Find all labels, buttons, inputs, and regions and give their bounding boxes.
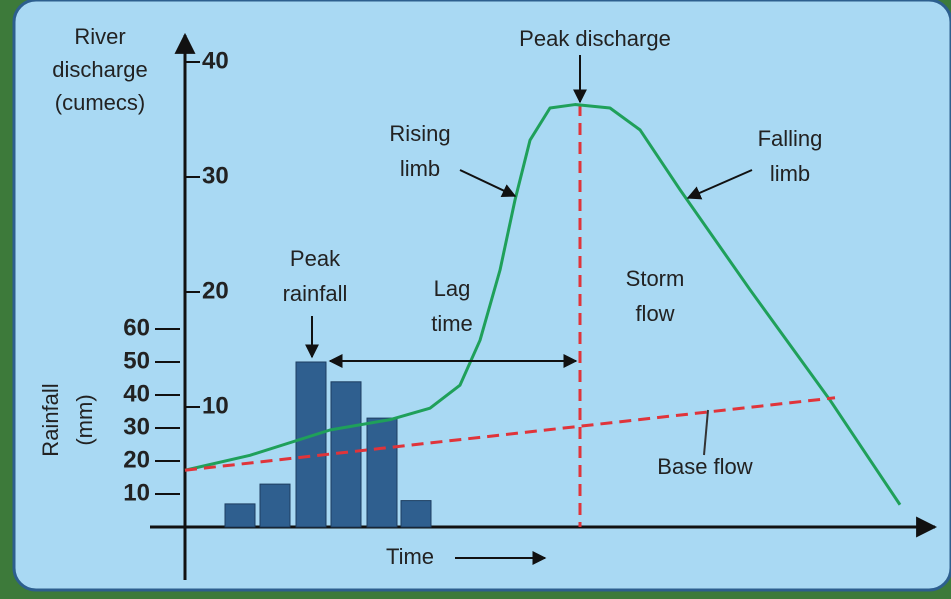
label-line: limb [770, 161, 810, 186]
label-line: Peak [290, 246, 341, 271]
y2-tick-label: 40 [123, 380, 150, 407]
label-line: (cumecs) [55, 90, 145, 115]
rainfall-bar [331, 382, 361, 527]
y-tick-label: 30 [202, 162, 229, 189]
label-line: Rainfall [38, 383, 63, 456]
label-line: limb [400, 156, 440, 181]
page: {"chart_data": {"type": "hydrograph", "y… [0, 0, 951, 599]
rainfall-bar [260, 484, 290, 527]
label-line: discharge [52, 57, 147, 82]
y-tick-label: 10 [202, 392, 229, 419]
label-line: rainfall [283, 281, 348, 306]
rainfall-bar [296, 362, 326, 527]
chart: 10 20 30 40 10 20 30 40 50 60 Time River discharge… [0, 0, 951, 599]
label-line: Rising [389, 121, 450, 146]
rainfall-bar [225, 504, 255, 527]
label-line: Peak discharge [519, 26, 671, 51]
y2-tick-label: 10 [123, 479, 150, 506]
label: Base flow [657, 454, 752, 479]
x-axis-label: Time [386, 544, 434, 569]
label: Peak discharge [519, 26, 671, 51]
label-line: Falling [758, 126, 823, 151]
label-line: Lag [434, 276, 471, 301]
label-line: River [74, 24, 125, 49]
rainfall-bar [401, 501, 431, 527]
y-tick-label: 20 [202, 277, 229, 304]
y2-tick-label: 50 [123, 347, 150, 374]
label-line: flow [635, 301, 674, 326]
y2-tick-label: 30 [123, 413, 150, 440]
rainfall-bar [367, 418, 397, 527]
panel [14, 0, 951, 590]
label-line: time [431, 311, 473, 336]
label-line: Storm [626, 266, 685, 291]
label-line: Base flow [657, 454, 752, 479]
y2-tick-label: 20 [123, 446, 150, 473]
y2-tick-label: 60 [123, 314, 150, 341]
label-line: (mm) [72, 394, 97, 445]
y-tick-label: 40 [202, 47, 229, 74]
